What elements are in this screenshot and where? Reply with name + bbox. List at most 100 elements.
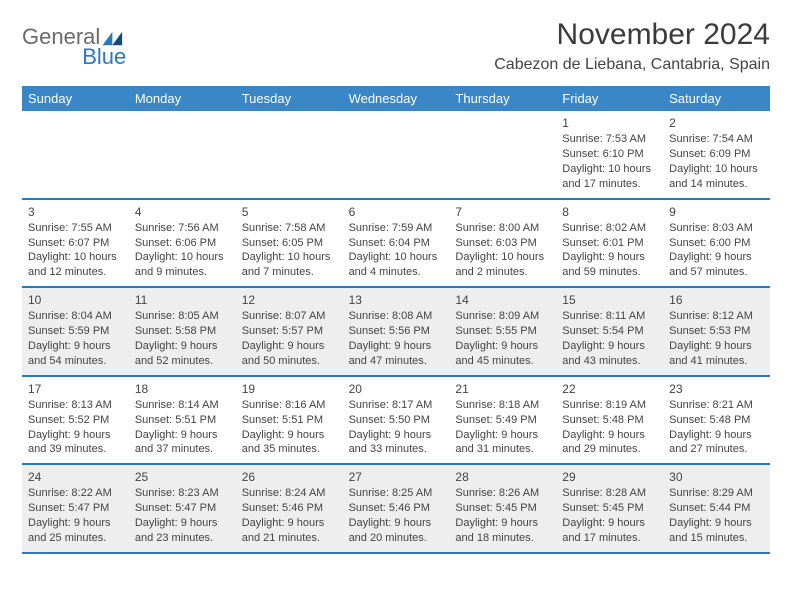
- day2-text: and 23 minutes.: [135, 531, 230, 546]
- day2-text: and 21 minutes.: [242, 531, 337, 546]
- day1-text: Daylight: 10 hours: [242, 250, 337, 265]
- day1-text: Daylight: 9 hours: [562, 516, 657, 531]
- sunset-text: Sunset: 5:50 PM: [349, 413, 444, 428]
- day-number: 15: [562, 292, 657, 308]
- week-row: 1Sunrise: 7:53 AMSunset: 6:10 PMDaylight…: [22, 111, 770, 200]
- day-cell: 13Sunrise: 8:08 AMSunset: 5:56 PMDayligh…: [343, 288, 450, 375]
- day-number: 13: [349, 292, 444, 308]
- day-cell: 5Sunrise: 7:58 AMSunset: 6:05 PMDaylight…: [236, 200, 343, 287]
- day-number: 18: [135, 381, 230, 397]
- day-cell: [129, 111, 236, 198]
- day1-text: Daylight: 9 hours: [349, 428, 444, 443]
- sunset-text: Sunset: 5:47 PM: [135, 501, 230, 516]
- day2-text: and 52 minutes.: [135, 354, 230, 369]
- day-cell: 3Sunrise: 7:55 AMSunset: 6:07 PMDaylight…: [22, 200, 129, 287]
- logo: GeneralBlue: [22, 18, 128, 70]
- day-cell: 26Sunrise: 8:24 AMSunset: 5:46 PMDayligh…: [236, 465, 343, 552]
- day2-text: and 33 minutes.: [349, 442, 444, 457]
- day2-text: and 35 minutes.: [242, 442, 337, 457]
- day-cell: 12Sunrise: 8:07 AMSunset: 5:57 PMDayligh…: [236, 288, 343, 375]
- sunrise-text: Sunrise: 8:19 AM: [562, 398, 657, 413]
- sunset-text: Sunset: 5:45 PM: [455, 501, 550, 516]
- sunrise-text: Sunrise: 8:00 AM: [455, 221, 550, 236]
- day1-text: Daylight: 9 hours: [669, 250, 764, 265]
- sunset-text: Sunset: 6:10 PM: [562, 147, 657, 162]
- sunset-text: Sunset: 5:44 PM: [669, 501, 764, 516]
- sunrise-text: Sunrise: 8:18 AM: [455, 398, 550, 413]
- sunset-text: Sunset: 6:00 PM: [669, 236, 764, 251]
- day-cell: [236, 111, 343, 198]
- day1-text: Daylight: 9 hours: [455, 516, 550, 531]
- sunrise-text: Sunrise: 8:04 AM: [28, 309, 123, 324]
- week-row: 24Sunrise: 8:22 AMSunset: 5:47 PMDayligh…: [22, 465, 770, 554]
- month-title: November 2024: [494, 18, 770, 52]
- weekday-header: Sunday: [22, 86, 129, 111]
- day-cell: 30Sunrise: 8:29 AMSunset: 5:44 PMDayligh…: [663, 465, 770, 552]
- day-cell: 14Sunrise: 8:09 AMSunset: 5:55 PMDayligh…: [449, 288, 556, 375]
- sunrise-text: Sunrise: 8:24 AM: [242, 486, 337, 501]
- sunrise-text: Sunrise: 8:23 AM: [135, 486, 230, 501]
- day-number: 1: [562, 115, 657, 131]
- sunrise-text: Sunrise: 8:29 AM: [669, 486, 764, 501]
- day1-text: Daylight: 9 hours: [562, 250, 657, 265]
- day-number: 27: [349, 469, 444, 485]
- sunrise-text: Sunrise: 8:22 AM: [28, 486, 123, 501]
- day-cell: 17Sunrise: 8:13 AMSunset: 5:52 PMDayligh…: [22, 377, 129, 464]
- sunset-text: Sunset: 5:45 PM: [562, 501, 657, 516]
- week-row: 17Sunrise: 8:13 AMSunset: 5:52 PMDayligh…: [22, 377, 770, 466]
- day2-text: and 25 minutes.: [28, 531, 123, 546]
- day1-text: Daylight: 10 hours: [455, 250, 550, 265]
- sunset-text: Sunset: 6:09 PM: [669, 147, 764, 162]
- day1-text: Daylight: 10 hours: [135, 250, 230, 265]
- sunset-text: Sunset: 5:54 PM: [562, 324, 657, 339]
- sunset-text: Sunset: 5:48 PM: [669, 413, 764, 428]
- day1-text: Daylight: 9 hours: [135, 516, 230, 531]
- location-subtitle: Cabezon de Liebana, Cantabria, Spain: [494, 56, 770, 80]
- sunrise-text: Sunrise: 7:54 AM: [669, 132, 764, 147]
- day2-text: and 39 minutes.: [28, 442, 123, 457]
- day1-text: Daylight: 9 hours: [28, 428, 123, 443]
- sunrise-text: Sunrise: 7:55 AM: [28, 221, 123, 236]
- sunrise-text: Sunrise: 8:07 AM: [242, 309, 337, 324]
- day-cell: 2Sunrise: 7:54 AMSunset: 6:09 PMDaylight…: [663, 111, 770, 198]
- day-cell: 8Sunrise: 8:02 AMSunset: 6:01 PMDaylight…: [556, 200, 663, 287]
- sunrise-text: Sunrise: 8:12 AM: [669, 309, 764, 324]
- sunrise-text: Sunrise: 8:09 AM: [455, 309, 550, 324]
- day-cell: 19Sunrise: 8:16 AMSunset: 5:51 PMDayligh…: [236, 377, 343, 464]
- day2-text: and 18 minutes.: [455, 531, 550, 546]
- day1-text: Daylight: 10 hours: [669, 162, 764, 177]
- sunrise-text: Sunrise: 8:16 AM: [242, 398, 337, 413]
- day-number: 7: [455, 204, 550, 220]
- day2-text: and 54 minutes.: [28, 354, 123, 369]
- day2-text: and 31 minutes.: [455, 442, 550, 457]
- day1-text: Daylight: 9 hours: [455, 339, 550, 354]
- sunrise-text: Sunrise: 8:25 AM: [349, 486, 444, 501]
- sunset-text: Sunset: 6:01 PM: [562, 236, 657, 251]
- sunset-text: Sunset: 5:47 PM: [28, 501, 123, 516]
- sunrise-text: Sunrise: 7:59 AM: [349, 221, 444, 236]
- day1-text: Daylight: 9 hours: [28, 516, 123, 531]
- day-cell: 18Sunrise: 8:14 AMSunset: 5:51 PMDayligh…: [129, 377, 236, 464]
- day-number: 21: [455, 381, 550, 397]
- day2-text: and 57 minutes.: [669, 265, 764, 280]
- day-cell: 10Sunrise: 8:04 AMSunset: 5:59 PMDayligh…: [22, 288, 129, 375]
- day-number: 20: [349, 381, 444, 397]
- day-cell: 27Sunrise: 8:25 AMSunset: 5:46 PMDayligh…: [343, 465, 450, 552]
- sunset-text: Sunset: 5:53 PM: [669, 324, 764, 339]
- day-number: 10: [28, 292, 123, 308]
- week-row: 10Sunrise: 8:04 AMSunset: 5:59 PMDayligh…: [22, 288, 770, 377]
- sunset-text: Sunset: 5:59 PM: [28, 324, 123, 339]
- day-number: 17: [28, 381, 123, 397]
- day-number: 8: [562, 204, 657, 220]
- day-cell: 23Sunrise: 8:21 AMSunset: 5:48 PMDayligh…: [663, 377, 770, 464]
- day1-text: Daylight: 9 hours: [455, 428, 550, 443]
- day2-text: and 41 minutes.: [669, 354, 764, 369]
- day-cell: 15Sunrise: 8:11 AMSunset: 5:54 PMDayligh…: [556, 288, 663, 375]
- sunrise-text: Sunrise: 7:58 AM: [242, 221, 337, 236]
- day2-text: and 17 minutes.: [562, 177, 657, 192]
- page-header: GeneralBlue November 2024 Cabezon de Lie…: [0, 0, 792, 86]
- day1-text: Daylight: 9 hours: [242, 516, 337, 531]
- day-number: 6: [349, 204, 444, 220]
- sunrise-text: Sunrise: 8:02 AM: [562, 221, 657, 236]
- day1-text: Daylight: 9 hours: [28, 339, 123, 354]
